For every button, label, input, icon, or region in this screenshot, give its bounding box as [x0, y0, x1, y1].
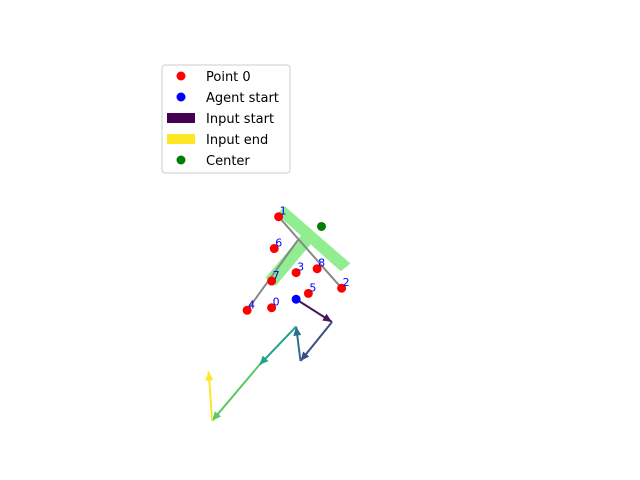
input-arrow-0 [295, 298, 333, 323]
keypoint-4 [242, 305, 252, 315]
keypoint-8 [312, 264, 322, 274]
legend-label-4: Center [206, 154, 250, 169]
legend-swatch-2 [167, 113, 195, 123]
t-shape-stem [265, 234, 312, 286]
input-arrow-1 [299, 321, 333, 362]
legend-item-0: Point 0 [176, 70, 251, 85]
input-trajectory-arrows [205, 298, 333, 422]
keypoint-2 [337, 283, 347, 293]
skeleton-lines [246, 216, 343, 311]
keypoint-3 [291, 268, 301, 278]
skeleton-line-0 [277, 216, 343, 289]
legend: Point 0 Agent start Input start Input end Ce… [161, 64, 291, 174]
t-shape-top-bar [276, 206, 351, 272]
keypoint-5 [303, 288, 313, 298]
special-markers [291, 221, 326, 304]
legend-item-4: Center [176, 154, 250, 169]
legend-marker-1 [176, 92, 186, 102]
keypoint-label-3: 3 [297, 261, 304, 274]
legend-marker-4 [176, 155, 186, 165]
legend-marker-0 [176, 71, 186, 81]
keypoint-0 [267, 303, 277, 313]
t-shape-object [265, 206, 351, 286]
legend-item-3: Input end [167, 133, 268, 148]
keypoint-7 [267, 276, 277, 286]
keypoints: 0 1 2 3 4 5 6 7 8 [242, 205, 350, 315]
agent-start-marker [291, 294, 301, 304]
keypoint-label-6: 6 [275, 237, 282, 250]
legend-label-2: Input start [206, 112, 274, 127]
center-marker [317, 221, 326, 231]
keypoint-label-8: 8 [318, 257, 325, 270]
legend-label-3: Input end [206, 133, 268, 148]
legend-label-0: Point 0 [206, 70, 251, 85]
keypoint-label-4: 4 [248, 298, 255, 311]
skeleton-line-1 [246, 239, 299, 311]
keypoint-label-2: 2 [343, 276, 350, 289]
keypoint-label-0: 0 [273, 296, 280, 309]
legend-label-1: Agent start [206, 91, 279, 106]
keypoint-label-1: 1 [280, 205, 287, 218]
legend-box [161, 64, 291, 174]
input-arrow-2 [293, 326, 302, 362]
keypoint-label-7: 7 [273, 269, 280, 282]
input-arrow-5 [205, 371, 214, 421]
input-arrow-3 [258, 325, 297, 366]
legend-swatch-3 [167, 134, 195, 144]
keypoint-6 [269, 244, 279, 254]
keypoint-1 [274, 212, 284, 222]
input-arrow-4 [211, 364, 261, 422]
legend-item-1: Agent start [176, 91, 279, 106]
keypoint-label-5: 5 [309, 281, 316, 294]
legend-item-2: Input start [167, 112, 274, 127]
